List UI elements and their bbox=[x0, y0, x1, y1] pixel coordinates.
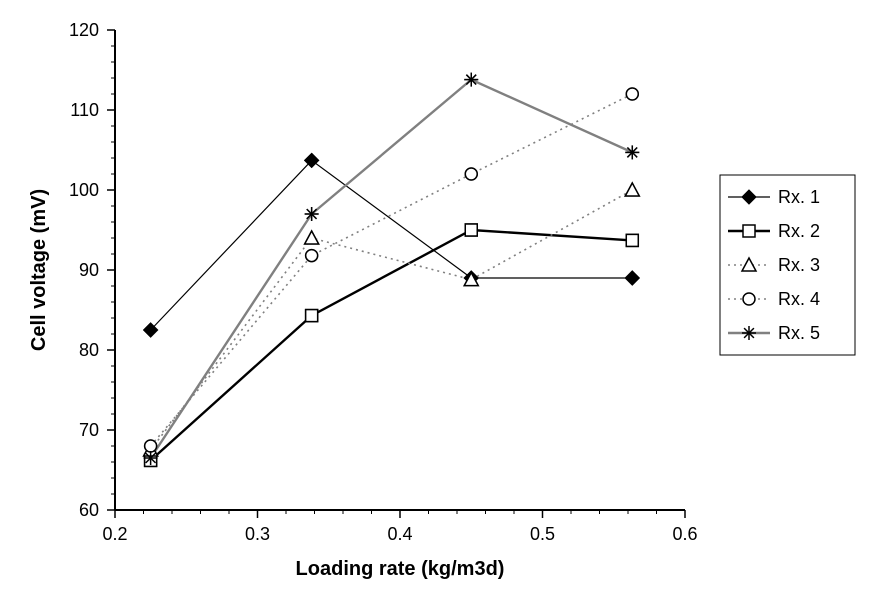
series-3 bbox=[145, 88, 639, 452]
series-4 bbox=[144, 73, 640, 465]
series-1 bbox=[145, 224, 639, 466]
legend-label: Rx. 3 bbox=[778, 255, 820, 275]
y-tick-label: 90 bbox=[79, 260, 99, 280]
y-tick-label: 70 bbox=[79, 420, 99, 440]
series-0 bbox=[144, 153, 640, 337]
x-tick-label: 0.5 bbox=[530, 524, 555, 544]
x-tick-label: 0.2 bbox=[102, 524, 127, 544]
x-axis-title: Loading rate (kg/m3d) bbox=[296, 558, 505, 580]
y-tick-label: 110 bbox=[70, 100, 99, 120]
x-tick-label: 0.4 bbox=[387, 524, 412, 544]
chart-container: 0.2 0.3 0.4 0.5 0.6 60 70 80 90 100 110 120 Loading … bbox=[0, 0, 879, 616]
legend-label: Rx. 2 bbox=[778, 221, 820, 241]
x-tick-label: 0.3 bbox=[245, 524, 270, 544]
x-tick-label: 0.6 bbox=[672, 524, 697, 544]
line-chart: 0.2 0.3 0.4 0.5 0.6 60 70 80 90 100 110 120 Loading … bbox=[0, 0, 879, 616]
y-tick-label: 80 bbox=[79, 340, 99, 360]
legend-label: Rx. 5 bbox=[778, 323, 820, 343]
legend-label: Rx. 4 bbox=[778, 289, 820, 309]
y-tick-label: 60 bbox=[79, 500, 99, 520]
y-tick-label: 120 bbox=[69, 20, 99, 40]
y-tick-label: 100 bbox=[69, 180, 99, 200]
series-2 bbox=[144, 183, 640, 456]
y-axis-title: Cell voltage (mV) bbox=[28, 189, 50, 351]
legend-label: Rx. 1 bbox=[778, 187, 820, 207]
